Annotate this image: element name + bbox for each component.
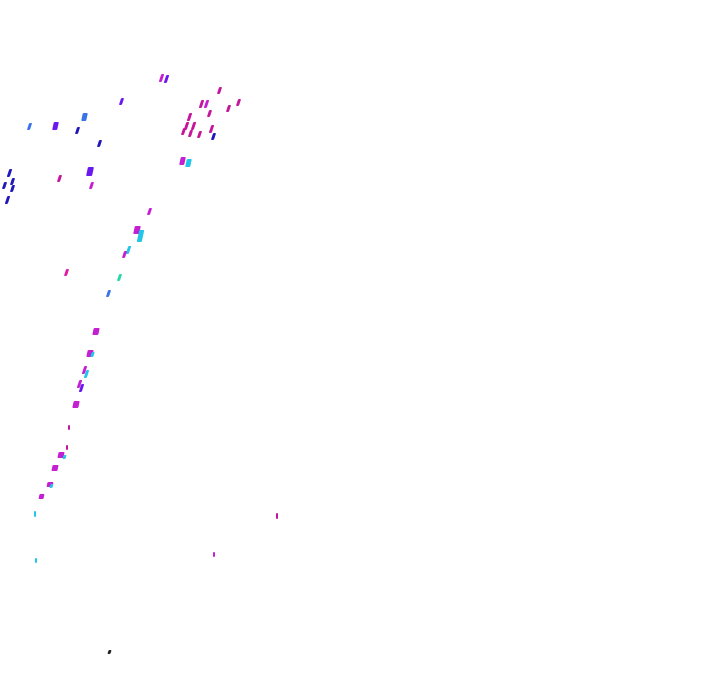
scatter-mark xyxy=(105,290,112,297)
scatter-mark xyxy=(35,558,37,563)
scatter-mark xyxy=(68,425,70,430)
scatter-mark xyxy=(185,159,192,167)
scatter-mark xyxy=(96,140,103,147)
scatter-mark xyxy=(216,87,223,94)
scatter-mark xyxy=(146,208,153,215)
scatter-mark xyxy=(66,445,68,450)
scatter-mark xyxy=(210,133,217,140)
scatter-mark xyxy=(81,113,88,121)
scatter-mark xyxy=(49,484,54,488)
scatter-mark xyxy=(225,105,232,112)
scatter-mark xyxy=(56,175,63,182)
scatter-mark xyxy=(92,328,100,335)
scatter-mark xyxy=(88,182,95,189)
scatter-mark xyxy=(136,230,145,242)
scatter-mark xyxy=(180,128,187,135)
scatter-mark xyxy=(74,127,81,134)
scatter-mark xyxy=(63,269,70,276)
scatter-mark xyxy=(51,465,59,471)
scatter-mark xyxy=(121,251,128,258)
scatter-mark xyxy=(4,196,11,204)
scatter-mark xyxy=(163,75,170,83)
scatter-mark xyxy=(90,352,95,357)
scatter-mark xyxy=(107,650,112,654)
scatter-mark xyxy=(34,511,36,517)
scatter-mark xyxy=(186,113,193,121)
scatter-mark xyxy=(190,122,197,130)
scatter-mark xyxy=(276,513,278,519)
scatter-mark xyxy=(26,123,33,130)
scatter-mark xyxy=(9,178,16,185)
scatter-mark xyxy=(9,185,16,192)
scatter-mark xyxy=(213,552,215,557)
scatter-mark xyxy=(196,131,203,138)
scatter-mark xyxy=(1,182,8,189)
scatter-mark xyxy=(52,122,59,130)
scatter-mark xyxy=(118,98,125,105)
scatter-mark xyxy=(203,100,210,108)
scatter-mark xyxy=(6,169,13,177)
scatter-mark xyxy=(206,110,213,117)
scatter-mark xyxy=(62,455,67,459)
scatter-mark xyxy=(72,401,80,408)
scatter-mark xyxy=(38,494,45,499)
scatter-mark xyxy=(235,99,242,106)
scatter-mark xyxy=(116,274,123,281)
scatter-mark xyxy=(208,125,215,133)
scatter-mark xyxy=(187,130,194,137)
scatter-mark xyxy=(86,167,94,176)
